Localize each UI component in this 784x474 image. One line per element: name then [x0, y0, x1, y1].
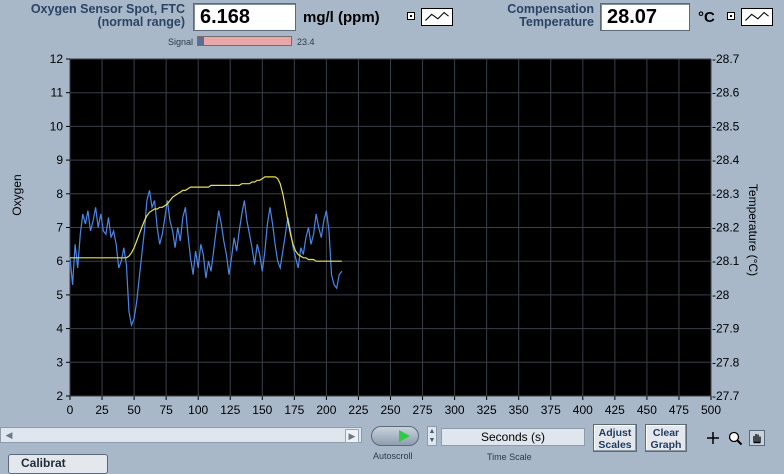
temperature-value-display: 28.07	[600, 3, 690, 31]
signal-label: Signal	[168, 37, 194, 47]
oxygen-unit: mg/l (ppm)	[303, 9, 380, 26]
x-tick-label: 200	[316, 403, 336, 417]
temperature-plot-legend-icon[interactable]	[741, 8, 773, 26]
clear-graph-label-2: Graph	[650, 439, 682, 451]
y-tick-label: 12	[50, 52, 64, 66]
x-tick-label: 325	[477, 403, 497, 417]
x-tick-label: 25	[95, 403, 109, 417]
temperature-label-line2: Temperature	[519, 15, 594, 29]
signal-bar-marker	[198, 37, 204, 45]
y2-tick-label: -27.9	[712, 322, 740, 336]
calibrate-button-label: Calibrat	[21, 456, 66, 470]
x-tick-label: 75	[159, 403, 173, 417]
y-tick-label: 2	[56, 389, 63, 403]
oxygen-label-line1: Oxygen Sensor Spot, FTC	[30, 2, 185, 16]
calibrate-button[interactable]: Calibrat	[8, 454, 108, 474]
temperature-series-line	[70, 176, 342, 262]
y2-tick-label: -28.1	[712, 254, 740, 268]
temperature-unit: °C	[698, 9, 715, 26]
temperature-label-line1: Compensation	[507, 2, 594, 16]
y-tick-label: 3	[56, 355, 63, 369]
oxygen-series-line	[69, 190, 343, 328]
x-tick-label: 300	[445, 403, 465, 417]
y-tick-label: 11	[51, 86, 64, 100]
play-icon	[399, 430, 410, 442]
x-tick-label: 375	[541, 403, 561, 417]
x-tick-label: 225	[348, 403, 368, 417]
time-scale-select[interactable]: Seconds (s)	[441, 428, 585, 446]
time-scrollbar[interactable]: ◀ ▶	[0, 427, 362, 443]
right-axis-label: Temperature (°C)	[746, 183, 760, 277]
oxygen-plot-toggle-icon[interactable]	[407, 12, 415, 20]
time-scale-stepper[interactable]: ▲ ▼	[427, 426, 437, 446]
y2-tick-label: -28.3	[712, 187, 740, 201]
y-tick-label: 10	[50, 119, 64, 133]
x-tick-label: 275	[413, 403, 433, 417]
y-tick-label: 8	[56, 187, 63, 201]
x-tick-label: 250	[380, 403, 400, 417]
scroll-right-icon[interactable]: ▶	[345, 429, 359, 443]
clear-graph-label-1: Clear	[652, 427, 680, 439]
autoscroll-button[interactable]	[371, 426, 419, 446]
time-scale-label: Time Scale	[487, 452, 532, 462]
autoscroll-label: Autoscroll	[373, 451, 413, 461]
y-tick-label: 9	[56, 153, 63, 167]
x-tick-label: 350	[509, 403, 529, 417]
pan-hand-icon[interactable]	[749, 430, 765, 446]
oxygen-temperature-graph[interactable]: 0 25 50 75 100 125 150 175 200 225 250 275 300 325 350…	[0, 50, 784, 420]
temperature-plot-toggle-icon[interactable]	[727, 12, 735, 20]
x-tick-label: 125	[220, 403, 240, 417]
y2-tick-label: -28.6	[712, 86, 740, 100]
y-tick-label: 6	[56, 254, 63, 268]
x-tick-label: 450	[637, 403, 657, 417]
adjust-scales-label-2: Scales	[598, 439, 632, 451]
y-tick-label: 4	[56, 322, 63, 336]
crosshair-icon[interactable]	[705, 430, 721, 446]
x-tick-label: 400	[573, 403, 593, 417]
x-tick-label: 475	[669, 403, 689, 417]
temperature-label: Compensation Temperature	[480, 3, 594, 29]
signal-bar	[197, 36, 292, 46]
oxygen-plot-legend-icon[interactable]	[421, 8, 453, 26]
signal-value: 23.4	[297, 37, 315, 47]
x-tick-label: 0	[67, 403, 74, 417]
x-tick-label: 150	[252, 403, 272, 417]
x-tick-label: 175	[284, 403, 304, 417]
adjust-scales-label-1: Adjust	[598, 427, 632, 439]
graph-palette	[705, 430, 767, 446]
y2-tick-label: -28.7	[712, 52, 740, 66]
x-tick-label: 100	[188, 403, 208, 417]
y-tick-label: 7	[56, 221, 63, 235]
y2-tick-label: -28.4	[712, 153, 740, 167]
x-tick-label: 500	[701, 403, 721, 417]
left-axis-label: Oxygen	[10, 174, 24, 216]
x-tick-label: 425	[605, 403, 625, 417]
y2-tick-label: -27.8	[712, 355, 740, 369]
y2-tick-label: -28.5	[712, 119, 740, 133]
zoom-icon[interactable]	[727, 430, 743, 446]
adjust-scales-button[interactable]: Adjust Scales	[593, 424, 637, 452]
y2-tick-label: -28.2	[712, 221, 740, 235]
x-tick-label: 50	[127, 403, 141, 417]
y2-tick-label: -27.7	[712, 389, 740, 403]
oxygen-label: Oxygen Sensor Spot, FTC (normal range)	[20, 3, 185, 29]
scroll-left-icon[interactable]: ◀	[5, 430, 13, 440]
oxygen-value-display: 6.168	[193, 3, 296, 31]
oxygen-label-line2: (normal range)	[97, 15, 185, 29]
y2-tick-label: -28	[712, 288, 730, 302]
clear-graph-button[interactable]: Clear Graph	[645, 424, 687, 452]
y-tick-label: 5	[56, 288, 63, 302]
